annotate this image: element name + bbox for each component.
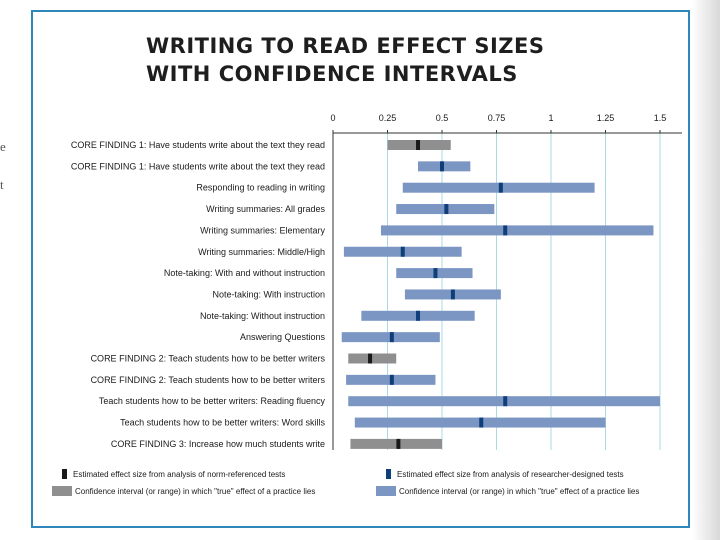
legend-label: Estimated effect size from analysis of n… (73, 470, 285, 479)
row-label: Writing summaries: Middle/High (198, 247, 325, 257)
confidence-interval-bar (348, 353, 397, 364)
x-tick-label: 0.5 (436, 113, 449, 123)
effect-size-marker (479, 417, 484, 428)
effect-size-marker (416, 310, 421, 321)
x-tick-label: 1 (548, 113, 553, 123)
legend-estimate-swatch (62, 469, 67, 479)
row-label: Writing summaries: All grades (206, 204, 325, 214)
slide-edge-char: e (0, 139, 6, 154)
legend-label: Estimated effect size from analysis of r… (397, 470, 624, 479)
chart-title-line: WRITING TO READ EFFECT SIZES (146, 34, 545, 58)
effect-size-marker (440, 161, 444, 172)
effect-size-marker (450, 289, 455, 300)
chart-title: WRITING TO READ EFFECT SIZES WITH CONFID… (146, 32, 544, 88)
slide-right-shadow (692, 0, 720, 540)
x-tick-label: 1.25 (597, 113, 615, 123)
row-label: CORE FINDING 2: Teach students how to be… (91, 375, 326, 385)
effect-size-marker (396, 438, 401, 449)
confidence-interval-bar (380, 225, 654, 236)
legend-label: Confidence interval (or range) in which … (75, 487, 315, 496)
slide-edge-text: e t (0, 128, 14, 204)
effect-size-marker (400, 246, 405, 257)
row-label: Answering Questions (240, 332, 326, 342)
effect-size-marker (389, 332, 394, 343)
row-label: Teach students how to be better writers:… (120, 418, 325, 428)
row-label: Note-taking: Without instruction (200, 311, 325, 321)
effect-size-marker (444, 204, 449, 215)
legend-label: Confidence interval (or range) in which … (399, 487, 639, 496)
chart-title-line: WITH CONFIDENCE INTERVALS (146, 62, 518, 86)
x-tick-label: 1.5 (654, 113, 667, 123)
effect-size-marker (503, 396, 508, 407)
legend-estimate-swatch (386, 469, 391, 479)
effect-size-marker (498, 182, 503, 193)
slide-edge-char: t (0, 177, 4, 192)
legend-interval-swatch (52, 486, 72, 496)
x-tick-label: 0.75 (488, 113, 506, 123)
legend-interval-swatch (376, 486, 396, 496)
row-label: Writing summaries: Elementary (200, 225, 325, 235)
effect-size-marker (368, 353, 373, 364)
row-label: CORE FINDING 2: Teach students how to be… (91, 354, 326, 364)
effect-size-marker (433, 268, 438, 279)
confidence-interval-bar (350, 438, 442, 449)
row-label: CORE FINDING 1: Have students write abou… (71, 140, 325, 150)
row-label: CORE FINDING 3: Increase how much studen… (111, 439, 325, 449)
effect-size-marker (503, 225, 508, 236)
row-label: Responding to reading in writing (196, 183, 325, 193)
effect-size-marker (389, 374, 394, 385)
x-tick-label: 0.25 (379, 113, 397, 123)
confidence-interval-bar (402, 182, 595, 193)
row-label: Note-taking: With and without instructio… (164, 268, 325, 278)
confidence-interval-bar (418, 161, 471, 172)
x-tick-label: 0 (330, 113, 335, 123)
row-label: Teach students how to be better writers:… (99, 396, 326, 406)
effect-size-marker (416, 140, 421, 150)
row-label: Note-taking: With instruction (212, 289, 325, 299)
row-label: CORE FINDING 1: Have students write abou… (71, 161, 325, 171)
